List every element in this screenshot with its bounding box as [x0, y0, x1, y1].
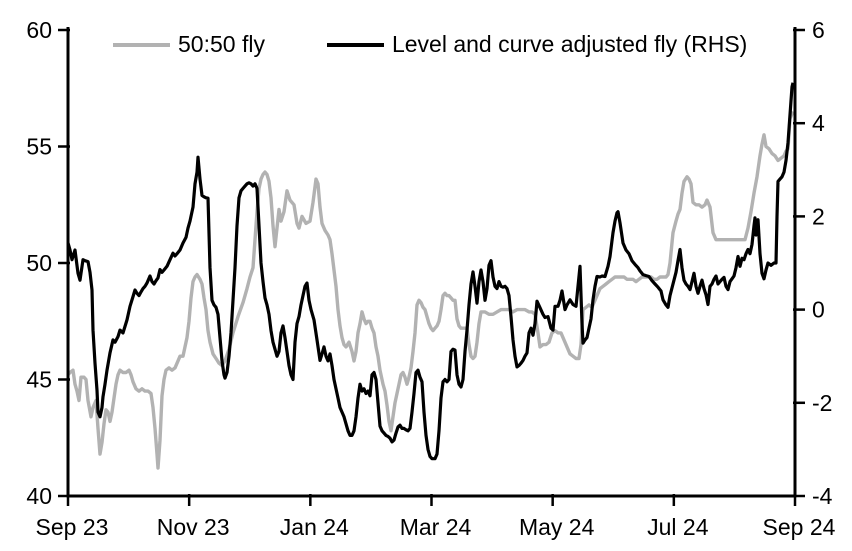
series-line-level-curve-adjusted-fly [66, 82, 795, 461]
left-axis-tick-label: 55 [26, 134, 52, 160]
right-axis-tick-label: 4 [812, 110, 825, 136]
legend-label-level-curve-adjusted-fly: Level and curve adjusted fly (RHS) [391, 31, 748, 57]
x-axis-tick-label: Sep 23 [36, 514, 109, 540]
x-axis-tick-label: Jul 24 [647, 514, 709, 540]
left-axis-tick-label: 40 [26, 483, 52, 509]
legend: 50:50 fly Level and curve adjusted fly (… [113, 33, 747, 56]
left-axis-tick-label: 60 [26, 17, 52, 43]
series-line-5050-fly [66, 110, 795, 470]
x-axis-tick-label: Jan 24 [280, 514, 349, 540]
right-axis-tick-label: 0 [812, 297, 825, 323]
gray-line-sample-icon [113, 42, 170, 47]
x-axis-tick-label: May 24 [519, 514, 595, 540]
right-axis-tick-label: 2 [812, 203, 825, 229]
right-axis-tick-label: -2 [812, 390, 832, 416]
left-axis-tick-label: 50 [26, 250, 52, 276]
x-axis-tick-label: Sep 24 [763, 514, 836, 540]
x-axis-tick-label: Nov 23 [157, 514, 230, 540]
legend-item-5050-fly: 50:50 fly [113, 33, 265, 56]
right-axis-tick-label: 6 [812, 17, 825, 43]
legend-label-5050-fly: 50:50 fly [178, 31, 265, 57]
black-line-sample-icon [326, 42, 384, 47]
legend-item-level-curve-adjusted-fly: Level and curve adjusted fly (RHS) [326, 31, 748, 57]
x-axis-tick-label: Mar 24 [400, 514, 472, 540]
left-axis-tick-label: 45 [26, 367, 52, 393]
right-axis-tick-label: -4 [812, 483, 833, 509]
